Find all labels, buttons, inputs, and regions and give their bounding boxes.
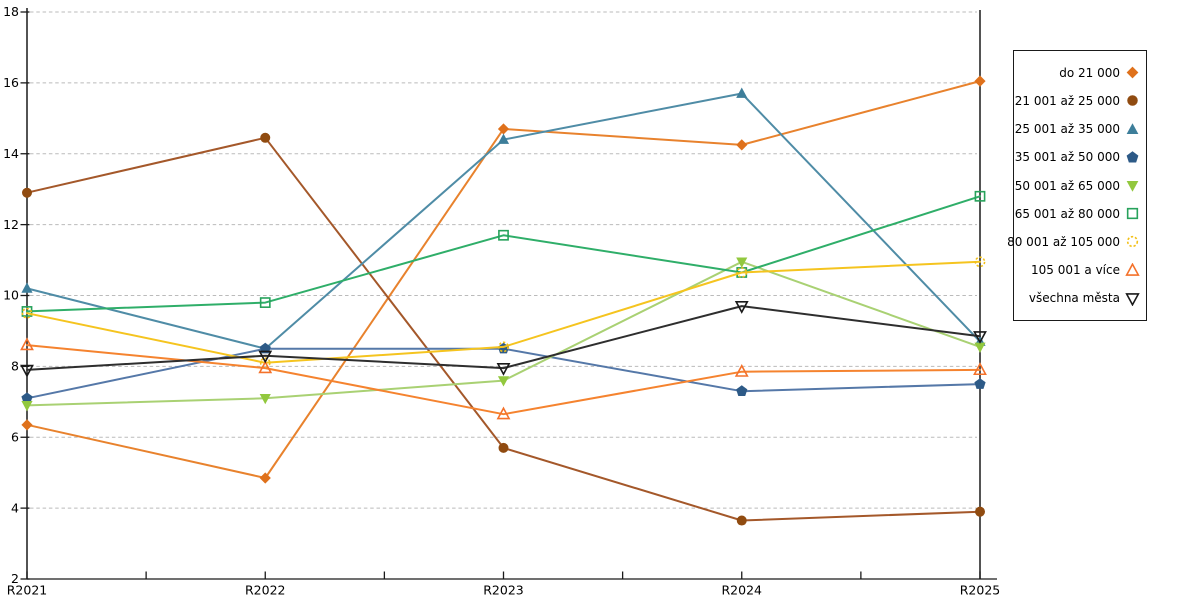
axes: 2 4 6 8 10 12 14 16 18 R2021 R2022 R2023 R2024 R2025 xyxy=(3,4,1000,597)
x-tick-label: R2025 xyxy=(960,583,1001,598)
series-line xyxy=(26,136,981,522)
legend-item: 25 001 až 35 000 xyxy=(1015,115,1140,143)
legend-item-label: 21 001 až 25 000 xyxy=(1014,93,1120,108)
legend-item-label: 50 001 až 65 000 xyxy=(1014,178,1120,193)
legend-item-label: 80 001 až 105 000 xyxy=(1007,234,1120,249)
data-point-marker xyxy=(497,123,510,135)
data-point-marker xyxy=(973,331,987,344)
data-point-marker xyxy=(260,132,271,143)
y-tick-label: 8 xyxy=(11,359,19,374)
data-point-marker xyxy=(498,442,509,453)
legend-item: 21 001 až 25 000 xyxy=(1015,87,1140,115)
series-9 xyxy=(20,301,987,378)
data-point-marker xyxy=(974,378,986,389)
y-tick-label: 14 xyxy=(3,146,19,161)
legend-marker-pentagon-icon xyxy=(1126,151,1139,163)
x-tick-label: R2022 xyxy=(245,583,286,598)
series-1 xyxy=(21,75,986,484)
data-point-marker xyxy=(975,506,985,517)
x-tick-label: R2021 xyxy=(7,583,48,598)
data-point-marker xyxy=(736,257,748,268)
legend-item-label: všechna města xyxy=(1028,291,1120,306)
data-point-marker xyxy=(20,337,34,351)
legend-item: 35 001 až 50 000 xyxy=(1015,143,1140,171)
chart-legend: do 21 000 21 001 až 25 000 25 001 až 35 00… xyxy=(1007,50,1147,321)
y-tick-label: 18 xyxy=(3,4,19,19)
legend-marker-diamond-icon xyxy=(1126,66,1139,79)
legend-marker-triangle-down-icon xyxy=(1126,180,1139,192)
data-point-marker xyxy=(734,301,749,314)
data-point-marker xyxy=(974,190,986,202)
y-tick-label: 4 xyxy=(11,500,19,515)
data-point-marker xyxy=(21,282,33,293)
data-point-marker xyxy=(974,75,986,87)
series-7 xyxy=(21,256,986,369)
series-2 xyxy=(22,132,985,526)
data-point-marker xyxy=(21,401,33,412)
data-point-marker xyxy=(736,139,748,151)
data-point-marker xyxy=(21,419,33,431)
legend-item-label: 25 001 až 35 000 xyxy=(1014,122,1120,137)
gridlines xyxy=(30,11,977,509)
data-point-marker xyxy=(973,362,987,376)
data-point-marker xyxy=(258,360,273,374)
x-tick-label: R2023 xyxy=(483,583,524,598)
series-line xyxy=(26,195,981,313)
data-point-marker xyxy=(736,515,747,526)
data-point-marker xyxy=(974,342,986,353)
series-line xyxy=(26,305,981,371)
data-point-marker xyxy=(259,357,271,369)
series-group xyxy=(20,75,987,526)
legend-item: 80 001 až 105 000 xyxy=(1007,228,1140,256)
data-point-marker xyxy=(259,297,271,308)
legend-marker-triangle-down-icon xyxy=(1125,292,1140,306)
legend-item: do 21 000 xyxy=(1020,59,1140,87)
legend-item-label: 65 001 až 80 000 xyxy=(1014,206,1120,221)
legend-marker-triangle-up-icon xyxy=(1125,262,1140,276)
data-point-marker xyxy=(20,364,34,378)
legend-item-label: 105 001 a více xyxy=(1030,263,1120,278)
legend-marker-circle-dashed-icon xyxy=(1126,236,1139,248)
y-tick-label: 2 xyxy=(11,571,19,586)
legend-item-label: do 21 000 xyxy=(1059,65,1120,80)
data-point-marker xyxy=(259,472,271,484)
series-5 xyxy=(21,257,986,412)
legend-item: 50 001 až 65 000 xyxy=(1015,171,1140,199)
data-point-marker xyxy=(497,376,510,387)
data-point-marker xyxy=(22,187,32,198)
legend-item-label: 35 001 až 50 000 xyxy=(1014,150,1120,165)
y-tick-label: 16 xyxy=(3,75,19,90)
data-point-marker xyxy=(498,229,509,241)
legend-item: 105 001 a více xyxy=(1020,256,1140,284)
y-tick-label: 6 xyxy=(11,429,19,444)
legend-marker-circle-icon xyxy=(1127,95,1138,107)
data-point-marker xyxy=(736,267,748,278)
data-point-marker xyxy=(258,350,273,364)
data-point-marker xyxy=(496,406,511,420)
data-point-marker xyxy=(259,393,271,405)
data-point-marker xyxy=(21,307,33,319)
data-point-marker xyxy=(736,87,748,98)
y-tick-label: 10 xyxy=(3,288,19,303)
legend-marker-square-icon xyxy=(1126,208,1139,220)
series-line xyxy=(26,260,981,364)
x-tick-label: R2024 xyxy=(722,583,763,598)
data-point-marker xyxy=(498,341,509,353)
data-point-marker xyxy=(974,256,986,268)
data-point-marker xyxy=(497,133,510,144)
legend-marker-triangle-up-icon xyxy=(1126,122,1139,134)
data-point-marker xyxy=(496,363,511,376)
legend-item: všechna města xyxy=(1020,284,1140,312)
legend-item: 65 001 až 80 000 xyxy=(1015,200,1140,228)
data-point-marker xyxy=(734,364,749,377)
data-point-marker xyxy=(736,385,748,396)
data-point-marker xyxy=(21,392,33,404)
y-tick-label: 12 xyxy=(3,217,19,232)
